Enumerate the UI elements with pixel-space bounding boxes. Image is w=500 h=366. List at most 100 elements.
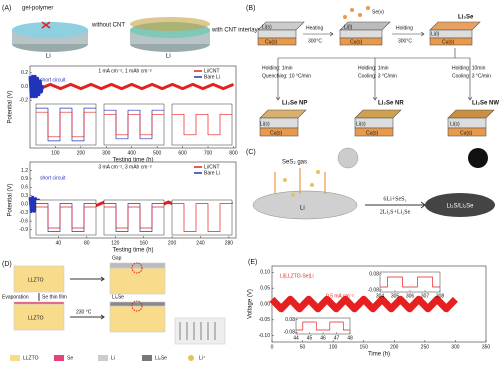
x-axis-label: Testing time (h) bbox=[112, 248, 153, 254]
label: Li(s) bbox=[260, 121, 270, 127]
label: Cu(s) bbox=[366, 130, 379, 136]
label: Li₂Se NR bbox=[378, 101, 404, 107]
shape bbox=[447, 127, 487, 137]
x-tick-label: 120 bbox=[111, 240, 120, 246]
shape bbox=[316, 170, 320, 174]
x-tick-label: 240 bbox=[196, 240, 205, 246]
label: Evaporation bbox=[2, 294, 29, 300]
y-tick-label: 0.0 bbox=[21, 202, 28, 208]
label: Li₂Se NW bbox=[472, 101, 499, 107]
x-tick-label: 160 bbox=[139, 240, 148, 246]
x-tick-label: 300 bbox=[451, 344, 460, 350]
y-tick-label: -0.9 bbox=[19, 227, 28, 233]
inset-line bbox=[380, 276, 440, 288]
label: Li(s) bbox=[450, 121, 460, 127]
inset-y-tick-label: 0.08 bbox=[369, 271, 379, 277]
inset-x-tick-label: 48 bbox=[347, 335, 353, 341]
shape bbox=[275, 96, 473, 101]
label: Li₂Se NP bbox=[282, 101, 307, 107]
annotation: 0.5 mA cm⁻² bbox=[326, 293, 354, 299]
y-tick-label: 0.2 bbox=[21, 70, 28, 76]
annotation: 1 mA cm⁻², 1 mAh cm⁻² bbox=[98, 68, 152, 74]
group bbox=[343, 6, 370, 19]
panel-label: (C) bbox=[246, 149, 256, 156]
shape bbox=[257, 29, 297, 39]
inset-frame bbox=[171, 103, 233, 146]
shape bbox=[429, 21, 481, 31]
label: Se(v) bbox=[372, 9, 384, 15]
inset-frame bbox=[35, 199, 97, 236]
label: Cooling: 3 °C/min bbox=[358, 73, 397, 79]
x-tick-label: 700 bbox=[204, 150, 213, 156]
y-tick-label: 0.00 bbox=[260, 301, 270, 307]
inset-frame bbox=[103, 103, 165, 146]
shape bbox=[12, 22, 88, 38]
panel-label: (D) bbox=[2, 261, 12, 268]
inset-y-tick-label: 0.08 bbox=[285, 317, 295, 323]
inset-frame bbox=[295, 317, 351, 335]
label: 300°C bbox=[308, 38, 322, 44]
x-tick-label: 50 bbox=[300, 344, 306, 350]
y-tick-label: -0.6 bbox=[19, 218, 28, 224]
shape bbox=[339, 37, 383, 46]
series-line bbox=[269, 295, 458, 313]
y-tick-label: 0.10 bbox=[260, 270, 270, 276]
annotation: short circuit bbox=[40, 77, 66, 83]
legend-label: Bare Li bbox=[204, 170, 220, 176]
y-tick-label: 0.0 bbox=[21, 84, 28, 90]
inset-frame bbox=[35, 103, 97, 146]
inset-y-tick-label: -0.08 bbox=[368, 287, 380, 293]
label: Li bbox=[300, 206, 305, 212]
shape bbox=[109, 305, 166, 333]
label: Cu(s) bbox=[442, 39, 455, 45]
x-tick-label: 0 bbox=[271, 344, 274, 350]
shape bbox=[13, 265, 65, 293]
x-tick-label: 200 bbox=[168, 240, 177, 246]
label: Cu(s) bbox=[350, 39, 363, 45]
label: Li bbox=[46, 54, 51, 60]
shape bbox=[343, 15, 347, 19]
legend-swatch bbox=[142, 355, 152, 361]
shape bbox=[339, 29, 383, 39]
shape bbox=[291, 193, 295, 197]
legend-label: Li⁺ bbox=[199, 355, 206, 361]
shape bbox=[310, 183, 314, 187]
label: Gap bbox=[112, 255, 122, 261]
inset-frame bbox=[103, 199, 165, 236]
group bbox=[283, 170, 320, 197]
x-tick-label: 250 bbox=[421, 344, 430, 350]
inset-line bbox=[104, 113, 164, 136]
shape bbox=[447, 109, 495, 119]
y-tick-label: 0.6 bbox=[21, 185, 28, 191]
series-line bbox=[29, 82, 235, 91]
shape bbox=[109, 301, 166, 307]
x-tick-label: 100 bbox=[329, 344, 338, 350]
inset-x-tick-label: 44 bbox=[293, 335, 299, 341]
label: Li(l) bbox=[344, 24, 353, 30]
y-tick-label: 0.05 bbox=[260, 285, 270, 291]
label: Li₂Se bbox=[458, 15, 474, 21]
label: Li bbox=[166, 54, 171, 60]
label: SeS₂ gas bbox=[282, 160, 307, 166]
label: gel-polymer bbox=[22, 6, 53, 12]
shape bbox=[130, 17, 210, 31]
x-axis-label: Testing time (h) bbox=[112, 158, 153, 164]
x-tick-label: 40 bbox=[56, 240, 62, 246]
legend-label: Se bbox=[67, 355, 73, 361]
series-line bbox=[28, 74, 45, 99]
shape bbox=[109, 262, 166, 269]
shape bbox=[337, 147, 359, 169]
shape bbox=[179, 322, 216, 340]
label: Cu(s) bbox=[270, 130, 283, 136]
label: without CNT bbox=[91, 23, 125, 29]
shape bbox=[354, 109, 402, 119]
shape bbox=[13, 301, 65, 305]
legend-label: Li bbox=[111, 355, 115, 361]
equation: 2Li₂S+Li₂Se bbox=[380, 209, 411, 215]
y-tick-label: -0.3 bbox=[19, 210, 28, 216]
x-tick-label: 800 bbox=[229, 150, 238, 156]
label: 230 °C bbox=[76, 309, 92, 315]
shape bbox=[174, 317, 226, 345]
legend-swatch bbox=[10, 355, 20, 361]
label: LLZTO bbox=[28, 315, 44, 321]
